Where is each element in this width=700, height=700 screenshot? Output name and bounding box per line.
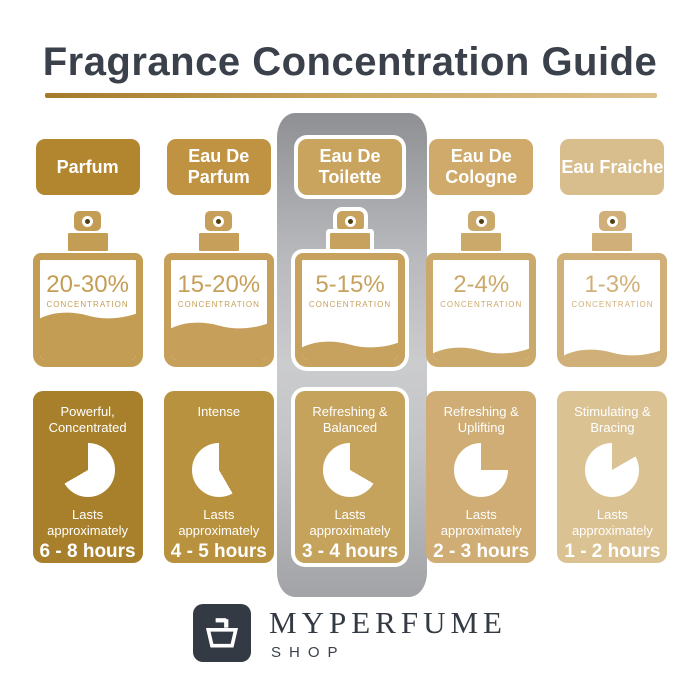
concentration-label: CONCENTRATION	[46, 300, 129, 309]
liquid-wave	[564, 349, 661, 360]
spray-nozzle-icon	[336, 211, 364, 231]
perfume-bottle-icon: 5-15% CONCENTRATION	[295, 211, 405, 367]
duration-value: 4 - 5 hours	[170, 541, 267, 562]
concentration-label: CONCENTRATION	[571, 300, 654, 309]
perfume-bottle-icon: 15-20% CONCENTRATION	[163, 211, 274, 367]
spray-nozzle-icon	[598, 211, 626, 231]
duration-clock-icon	[191, 443, 246, 497]
duration-clock-icon	[60, 443, 115, 497]
concentration-label: CONCENTRATION	[177, 300, 260, 309]
bottle-cap	[330, 233, 370, 251]
bottle-body: 2-4% CONCENTRATION	[426, 253, 537, 367]
info-card: Powerful, Concentrated Lasts approximate…	[32, 391, 143, 563]
liquid-wave	[302, 341, 398, 352]
spray-nozzle-icon	[467, 211, 495, 231]
perfume-bottle-icon: 1-3% CONCENTRATION	[557, 211, 668, 367]
fragrance-name-badge: Eau Fraiche	[560, 139, 665, 195]
nozzle-dot	[478, 218, 484, 224]
info-card: Refreshing & Balanced Lasts approximatel…	[295, 391, 405, 563]
info-card: Intense Lasts approximately 4 - 5 hours	[163, 391, 274, 563]
spray-nozzle-icon	[205, 211, 233, 231]
liquid-fill	[433, 358, 530, 360]
nozzle-dot	[347, 218, 353, 224]
perfume-shop-logo-icon	[193, 604, 252, 662]
scent-profile: Intense	[197, 404, 241, 419]
brand-wordmark: MYPERFUME SHOP	[269, 605, 507, 661]
bottle-body: 5-15% CONCENTRATION	[295, 253, 405, 367]
liquid-fill	[302, 352, 398, 360]
liquid-wave	[170, 322, 267, 333]
bottle-cap	[67, 233, 108, 251]
duration-value: 2 - 3 hours	[433, 541, 530, 562]
fragrance-column-eau-de-cologne: Eau De Cologne 2-4% CONCENTRATION Refres…	[416, 113, 547, 563]
lasts-label: Lasts approximately	[47, 506, 129, 538]
perfume-bottle-icon: 2-4% CONCENTRATION	[426, 211, 537, 367]
brand-logo: MYPERFUME SHOP	[0, 604, 700, 662]
bottle-body: 15-20% CONCENTRATION	[163, 253, 274, 367]
concentration-value: 5-15%	[315, 271, 385, 298]
lasts-label: Lasts approximately	[178, 506, 260, 538]
brand-name: MYPERFUME	[269, 605, 507, 640]
concentration-label: CONCENTRATION	[440, 300, 523, 309]
duration-value: 6 - 8 hours	[39, 541, 136, 562]
bottle-body: 20-30% CONCENTRATION	[32, 253, 143, 367]
fragrance-name-badge: Eau De Toilette	[298, 139, 402, 195]
nozzle-ring	[606, 215, 618, 227]
concentration-value: 15-20%	[177, 271, 261, 298]
scent-profile: Powerful, Concentrated	[48, 404, 127, 436]
liquid-wave	[433, 347, 530, 358]
lasts-label: Lasts approximately	[571, 506, 653, 538]
scent-profile: Refreshing & Uplifting	[443, 404, 519, 436]
fragrance-name-badge: Eau De Parfum	[166, 139, 271, 195]
lasts-label: Lasts approximately	[440, 506, 522, 538]
concentration-value: 1-3%	[584, 271, 641, 298]
scent-profile: Refreshing & Balanced	[312, 404, 388, 436]
lasts-label: Lasts approximately	[309, 506, 391, 538]
duration-clock-icon	[454, 443, 509, 497]
fragrance-column-eau-de-toilette: Eau De Toilette 5-15% CONCENTRATION Refr…	[284, 113, 415, 563]
duration-clock-icon	[585, 443, 640, 497]
nozzle-dot	[609, 218, 615, 224]
fragrance-column-eau-fraiche: Eau Fraiche 1-3% CONCENTRATION Stimulati…	[547, 113, 678, 563]
liquid-wave	[39, 312, 136, 323]
duration-value: 3 - 4 hours	[301, 541, 399, 562]
spray-nozzle-icon	[74, 211, 102, 231]
page-title: Fragrance Concentration Guide	[42, 40, 658, 84]
bottle-cap	[461, 233, 502, 251]
fragrance-columns: Parfum 20-30% CONCENTRATION Powerful, Co…	[22, 113, 678, 563]
nozzle-dot	[216, 218, 222, 224]
title-underline	[45, 93, 657, 98]
bottle-glyph-icon	[205, 618, 239, 648]
perfume-bottle-icon: 20-30% CONCENTRATION	[32, 211, 143, 367]
fragrance-name-badge: Eau De Cologne	[429, 139, 534, 195]
concentration-label: CONCENTRATION	[308, 300, 392, 309]
scent-profile: Stimulating & Bracing	[574, 404, 651, 436]
fragrance-column-parfum: Parfum 20-30% CONCENTRATION Powerful, Co…	[22, 113, 153, 563]
nozzle-ring	[344, 215, 356, 227]
bottle-body: 1-3% CONCENTRATION	[557, 253, 668, 367]
nozzle-ring	[475, 215, 487, 227]
bottle-cap	[592, 233, 633, 251]
liquid-fill	[39, 323, 136, 360]
fragrance-column-eau-de-parfum: Eau De Parfum 15-20% CONCENTRATION Inten…	[153, 113, 284, 563]
info-card: Refreshing & Uplifting Lasts approximate…	[426, 391, 537, 563]
duration-value: 1 - 2 hours	[564, 541, 661, 562]
brand-sub: SHOP	[271, 644, 346, 661]
nozzle-ring	[82, 215, 94, 227]
duration-clock-icon	[323, 443, 377, 497]
info-card: Stimulating & Bracing Lasts approximatel…	[557, 391, 668, 563]
concentration-value: 20-30%	[46, 271, 129, 298]
concentration-value: 2-4%	[453, 271, 510, 298]
nozzle-ring	[213, 215, 225, 227]
bottle-cap	[198, 233, 239, 251]
nozzle-dot	[85, 218, 91, 224]
liquid-fill	[170, 333, 267, 360]
fragrance-name-badge: Parfum	[35, 139, 140, 195]
